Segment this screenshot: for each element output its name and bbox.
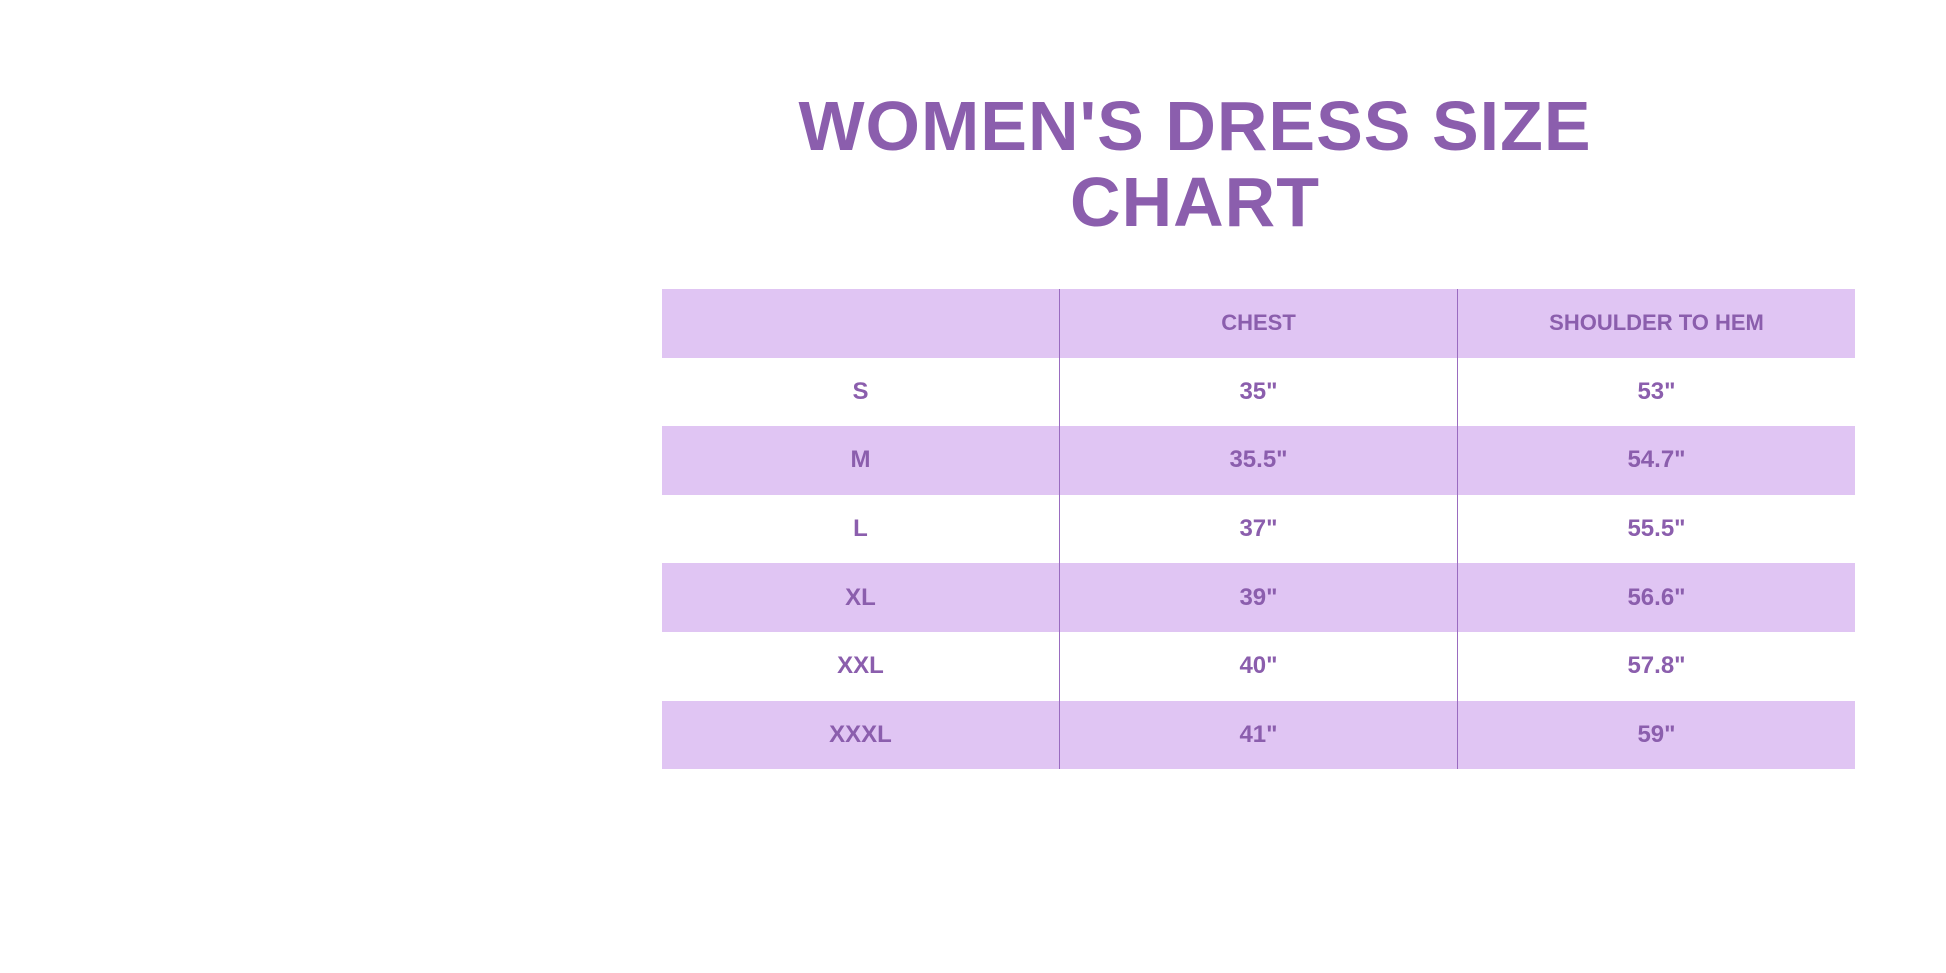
length-cell: 57.8": [1457, 631, 1855, 701]
header-cell-shoulder-to-hem: SHOULDER TO HEM: [1457, 289, 1855, 358]
header-cell-size: [662, 289, 1059, 358]
length-cell: 55.5": [1457, 494, 1855, 564]
table-row: M 35.5" 54.7": [662, 426, 1855, 495]
size-cell: L: [853, 515, 868, 543]
length-cell: 53": [1457, 357, 1855, 427]
table-row: XXL 40" 57.8": [662, 631, 1855, 701]
page-title: WOMEN'S DRESS SIZE CHART: [798, 87, 1592, 241]
size-cell: XL: [845, 583, 876, 611]
table-row: L 37" 55.5": [662, 494, 1855, 564]
length-cell: 56.6": [1457, 563, 1855, 632]
chest-cell: 35.5": [1059, 426, 1457, 495]
table-header-row: CHEST SHOULDER TO HEM: [662, 289, 1855, 358]
chest-cell: 35": [1059, 357, 1457, 427]
table-row: XL 39" 56.6": [662, 563, 1855, 632]
length-cell: 54.7": [1457, 426, 1855, 495]
chest-cell: 37": [1059, 494, 1457, 564]
chest-cell: 41": [1059, 700, 1457, 770]
table-row: S 35" 53": [662, 357, 1855, 427]
size-cell: XXXL: [829, 720, 892, 748]
size-cell: S: [852, 377, 869, 405]
size-table: CHEST SHOULDER TO HEM S 35" 53" M 35.5" …: [662, 289, 1855, 770]
chest-cell: 40": [1059, 631, 1457, 701]
length-cell: 59": [1457, 700, 1855, 770]
size-cell: XXL: [837, 652, 884, 680]
chest-cell: 39": [1059, 563, 1457, 632]
size-cell: M: [850, 446, 871, 474]
header-cell-chest: CHEST: [1059, 289, 1457, 358]
table-row: XXXL 41" 59": [662, 700, 1855, 770]
